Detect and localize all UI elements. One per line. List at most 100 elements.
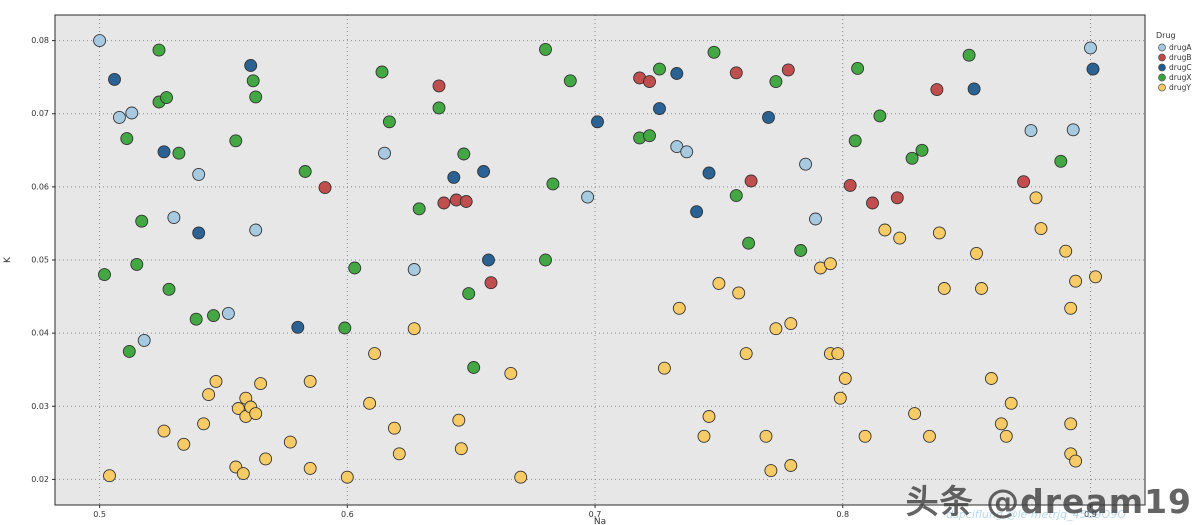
- scatter-point-drugX: [1054, 154, 1068, 168]
- scatter-point-drugX: [135, 214, 149, 228]
- y-tick-label: 0.04: [31, 329, 49, 338]
- scatter-point-drugY: [712, 276, 726, 290]
- watermark-main-text: 头条 @dream19: [905, 482, 1192, 521]
- scatter-point-drugX: [905, 151, 919, 165]
- scatter-point-drugY: [363, 396, 377, 410]
- scatter-point-drugY: [970, 246, 983, 260]
- y-tick-label: 0.05: [31, 256, 49, 265]
- scatter-point-drugX: [742, 236, 756, 250]
- legend-label-drugC: drugC: [1169, 63, 1192, 72]
- scatter-point-drugY: [878, 223, 892, 237]
- scatter-point-drugA: [809, 212, 822, 226]
- scatter-point-drugC: [690, 205, 704, 219]
- scatter-point-drugA: [670, 140, 684, 154]
- scatter-point-drugC: [477, 165, 491, 178]
- x-tick-label: 0.7: [589, 510, 602, 519]
- x-tick-label: 0.8: [836, 510, 849, 519]
- scatter-point-drugC: [762, 110, 775, 124]
- scatter-point-drugC: [482, 253, 495, 267]
- scatter-point-drugX: [375, 65, 389, 79]
- scatter-point-drugY: [202, 388, 216, 402]
- scatter-point-drugB: [890, 191, 904, 205]
- y-tick-label: 0.06: [31, 182, 49, 191]
- scatter-point-drugB: [484, 276, 498, 290]
- scatter-point-drugY: [697, 429, 711, 443]
- scatter-point-drugX: [539, 42, 552, 56]
- scatter-point-drugX: [412, 202, 426, 216]
- scatter-point-drugX: [653, 62, 666, 76]
- scatter-point-drugA: [137, 333, 151, 347]
- scatter-point-drugY: [932, 226, 946, 240]
- scatter-point-drugA: [799, 157, 813, 171]
- scatter-point-drugB: [930, 83, 944, 97]
- scatter-point-drugX: [382, 115, 396, 129]
- legend-marker-drugC: [1158, 63, 1166, 72]
- scatter-point-drugY: [1064, 417, 1078, 431]
- scatter-point-drugX: [98, 268, 111, 282]
- scatter-point-drugA: [125, 106, 139, 120]
- scatter-point-drugX: [851, 61, 865, 75]
- scatter-point-drugX: [769, 75, 783, 89]
- scatter-point-drugX: [249, 90, 263, 104]
- scatter-point-drugA: [1024, 124, 1038, 138]
- scatter-point-drugY: [1089, 270, 1102, 284]
- scatter-point-drugY: [407, 322, 421, 336]
- watermark-faint-text: dspciflung @le metrjq_45U9O9O: [946, 508, 1126, 521]
- scatter-point-drugY: [452, 413, 466, 427]
- scatter-point-drugB: [744, 174, 758, 188]
- scatter-point-drugY: [209, 374, 223, 388]
- scatter-point-drugY: [838, 372, 852, 385]
- scatter-point-drugY: [1059, 244, 1073, 258]
- scatter-point-drugB: [866, 196, 879, 210]
- scatter-point-drugY: [833, 391, 847, 405]
- scatter-point-drugX: [172, 146, 186, 160]
- scatter-point-drugC: [291, 320, 305, 334]
- y-tick-label: 0.03: [31, 402, 49, 411]
- scatter-point-drugX: [120, 132, 134, 146]
- scatter-point-drugA: [249, 223, 263, 237]
- scatter-point-drugB: [1017, 175, 1031, 189]
- scatter-point-drugY: [1029, 191, 1043, 205]
- y-axis-label: K: [3, 256, 13, 263]
- scatter-point-drugX: [432, 101, 446, 115]
- scatter-point-drugA: [1066, 123, 1080, 137]
- scatter-point-drugY: [672, 301, 686, 315]
- scatter-point-drugX: [915, 143, 929, 157]
- scatter-point-drugY: [249, 407, 263, 421]
- scatter-point-drugX: [229, 134, 243, 148]
- scatter-point-drugY: [831, 347, 845, 361]
- scatter-point-drugY: [984, 372, 998, 385]
- scatter-point-drugX: [707, 45, 721, 59]
- scatter-point-drugA: [680, 145, 694, 159]
- scatter-point-drugY: [893, 231, 907, 245]
- scatter-point-drugY: [1069, 274, 1083, 288]
- y-tick-label: 0.08: [31, 36, 49, 45]
- scatter-point-drugX: [152, 43, 166, 57]
- scatter-point-drugY: [254, 377, 268, 391]
- scatter-point-drugA: [192, 167, 206, 181]
- scatter-point-drugY: [759, 429, 773, 443]
- scatter-point-drugX: [848, 134, 862, 148]
- scatter-point-drugB: [843, 178, 857, 192]
- scatter-point-drugX: [643, 129, 656, 143]
- scatter-point-drugY: [340, 470, 354, 484]
- legend-label-drugA: drugA: [1169, 43, 1192, 52]
- scatter-point-drugB: [729, 66, 743, 80]
- scatter-point-drugY: [937, 282, 951, 295]
- scatter-point-drugY: [784, 317, 798, 331]
- scatter-point-drugY: [994, 417, 1008, 431]
- scatter-point-drugY: [231, 402, 245, 415]
- scatter-point-drugC: [670, 67, 684, 80]
- scatter-point-drugY: [103, 469, 116, 483]
- scatter-point-drugY: [769, 322, 783, 336]
- legend-marker-drugA: [1158, 43, 1166, 52]
- scatter-point-drugC: [192, 226, 206, 240]
- scatter-point-drugY: [764, 464, 778, 478]
- x-tick-label: 0.6: [341, 510, 354, 519]
- scatter-point-drugX: [338, 321, 352, 335]
- scatter-point-drugY: [702, 410, 716, 423]
- scatter-point-drugB: [781, 63, 795, 77]
- legend-title: Drug: [1156, 31, 1176, 40]
